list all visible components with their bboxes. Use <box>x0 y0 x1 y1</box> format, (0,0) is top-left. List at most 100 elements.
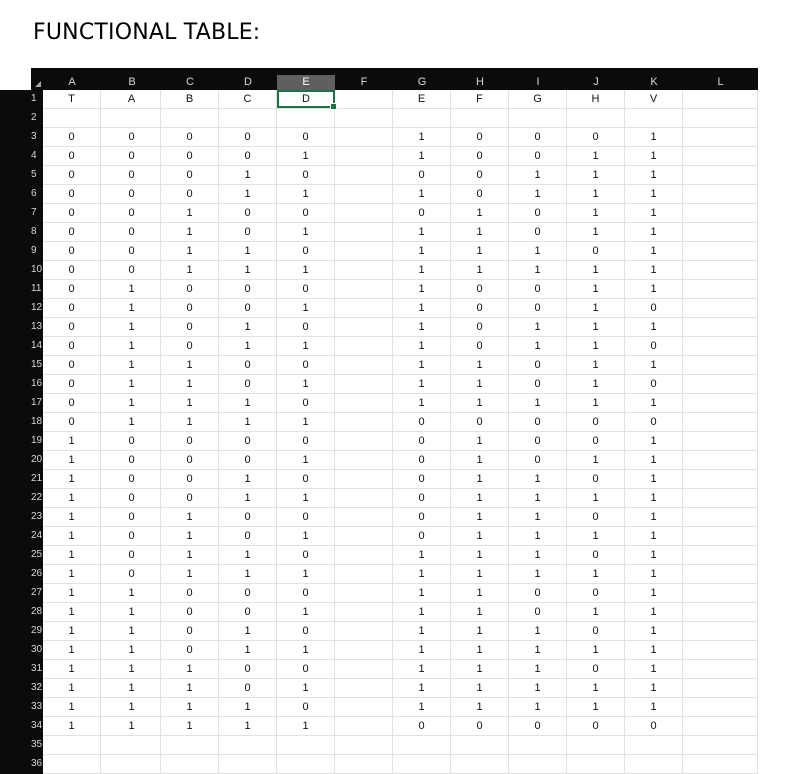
cell[interactable]: 0 <box>277 318 335 336</box>
cell[interactable]: 1 <box>393 660 451 678</box>
cell[interactable]: 1 <box>451 660 509 678</box>
cell[interactable]: 1 <box>625 584 683 602</box>
cell[interactable]: 1 <box>451 356 509 374</box>
cell[interactable]: 0 <box>161 489 219 507</box>
row-number[interactable]: 2 <box>0 109 43 128</box>
cell[interactable]: 0 <box>219 356 277 374</box>
cell[interactable]: 1 <box>393 185 451 203</box>
column-header-c[interactable]: C <box>186 76 194 88</box>
cell[interactable]: G <box>509 90 567 108</box>
cell[interactable]: 0 <box>509 451 567 469</box>
column-header-j[interactable]: J <box>593 76 599 88</box>
column-header-d[interactable]: D <box>244 76 252 88</box>
cell[interactable]: 0 <box>219 527 277 545</box>
cell[interactable]: 1 <box>625 394 683 412</box>
cell[interactable] <box>683 147 758 165</box>
cell[interactable]: 1 <box>451 679 509 697</box>
cell[interactable]: 0 <box>625 337 683 355</box>
cell[interactable]: 0 <box>103 470 161 488</box>
cell[interactable]: 0 <box>277 356 335 374</box>
cell[interactable]: 1 <box>43 470 101 488</box>
cell[interactable] <box>683 128 758 146</box>
cell[interactable]: 1 <box>103 717 161 735</box>
cell[interactable]: 0 <box>451 717 509 735</box>
cell[interactable]: 0 <box>451 299 509 317</box>
cell[interactable]: 1 <box>161 698 219 716</box>
row-number[interactable]: 36 <box>0 755 43 774</box>
cell[interactable] <box>683 546 758 564</box>
cell[interactable]: 0 <box>277 470 335 488</box>
cell[interactable]: 0 <box>277 280 335 298</box>
cell[interactable] <box>683 698 758 716</box>
cell[interactable] <box>683 660 758 678</box>
cell[interactable] <box>567 736 625 754</box>
cell[interactable]: 0 <box>509 603 567 621</box>
cell[interactable] <box>509 109 567 127</box>
row-number[interactable]: 32 <box>0 679 43 698</box>
cell[interactable] <box>103 736 161 754</box>
cell[interactable] <box>335 755 393 773</box>
cell[interactable] <box>451 736 509 754</box>
cell[interactable]: 1 <box>161 261 219 279</box>
cell[interactable] <box>335 698 393 716</box>
cell[interactable]: 0 <box>277 546 335 564</box>
cell[interactable]: 1 <box>625 356 683 374</box>
cell[interactable]: 1 <box>451 451 509 469</box>
cell[interactable]: 0 <box>625 299 683 317</box>
cell[interactable] <box>683 90 758 108</box>
cell[interactable] <box>683 242 758 260</box>
cell[interactable]: 1 <box>393 261 451 279</box>
cell[interactable]: 0 <box>43 394 101 412</box>
cell[interactable]: 1 <box>393 299 451 317</box>
cell[interactable]: 0 <box>43 204 101 222</box>
cell[interactable]: 0 <box>103 128 161 146</box>
cell[interactable]: 1 <box>509 394 567 412</box>
cell[interactable] <box>683 337 758 355</box>
cell[interactable]: 1 <box>625 527 683 545</box>
cell[interactable]: 1 <box>567 147 625 165</box>
row-number[interactable]: 7 <box>0 204 43 223</box>
cell[interactable]: 1 <box>277 489 335 507</box>
cell[interactable]: 1 <box>277 413 335 431</box>
cell[interactable]: 1 <box>43 698 101 716</box>
row-number[interactable]: 3 <box>0 128 43 147</box>
cell[interactable]: 1 <box>43 679 101 697</box>
cell[interactable]: 1 <box>567 394 625 412</box>
cell[interactable]: 0 <box>103 432 161 450</box>
cell[interactable]: 1 <box>567 698 625 716</box>
cell[interactable]: 1 <box>567 204 625 222</box>
cell[interactable]: 1 <box>393 337 451 355</box>
cell[interactable]: 0 <box>567 432 625 450</box>
cell[interactable]: 1 <box>625 698 683 716</box>
row-number[interactable]: 14 <box>0 337 43 356</box>
cell[interactable] <box>277 736 335 754</box>
cell[interactable]: 1 <box>567 641 625 659</box>
cell[interactable] <box>335 432 393 450</box>
row-number[interactable]: 22 <box>0 489 43 508</box>
row-number[interactable]: 21 <box>0 470 43 489</box>
cell[interactable]: 1 <box>567 166 625 184</box>
cell[interactable]: 1 <box>277 679 335 697</box>
cell[interactable]: 1 <box>161 356 219 374</box>
column-header-a[interactable]: A <box>68 76 76 88</box>
row-number[interactable]: 15 <box>0 356 43 375</box>
cell[interactable]: 0 <box>161 280 219 298</box>
cell[interactable] <box>683 185 758 203</box>
cell[interactable]: 1 <box>103 394 161 412</box>
cell[interactable]: 0 <box>43 299 101 317</box>
row-number[interactable]: 1 <box>0 90 43 109</box>
cell[interactable]: 1 <box>43 641 101 659</box>
cell[interactable]: 0 <box>43 128 101 146</box>
cell[interactable]: 1 <box>277 261 335 279</box>
cell[interactable]: 1 <box>219 261 277 279</box>
cell[interactable]: 1 <box>625 318 683 336</box>
cell[interactable]: 0 <box>393 717 451 735</box>
cell[interactable] <box>335 261 393 279</box>
cell[interactable]: 1 <box>43 622 101 640</box>
cell[interactable] <box>683 109 758 127</box>
cell[interactable]: 0 <box>43 166 101 184</box>
cell[interactable]: 1 <box>393 394 451 412</box>
cell[interactable]: 0 <box>567 242 625 260</box>
cell[interactable] <box>683 584 758 602</box>
cell[interactable]: 0 <box>567 470 625 488</box>
